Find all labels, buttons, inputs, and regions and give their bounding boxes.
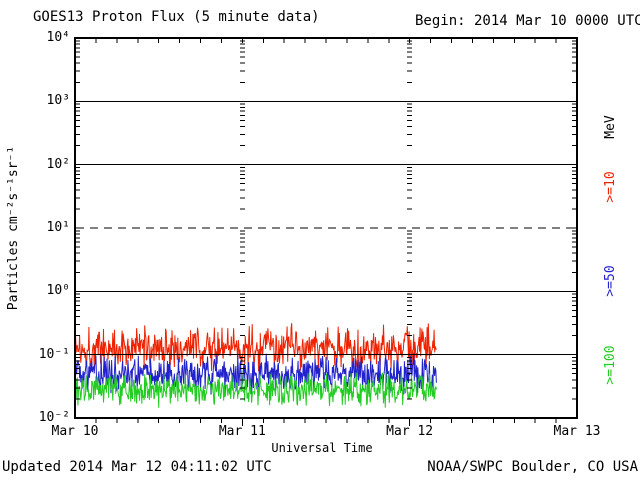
x-tick-label: Mar 13 bbox=[553, 424, 601, 439]
y-tick-label: 10¹ bbox=[46, 220, 70, 235]
page-title: GOES13 Proton Flux (5 minute data) bbox=[33, 9, 320, 25]
credit-label: NOAA/SWPC Boulder, CO USA bbox=[427, 459, 638, 475]
y-tick-label: 10⁻¹ bbox=[38, 346, 70, 362]
x-tick-label: Mar 12 bbox=[386, 424, 434, 439]
x-tick-label: Mar 11 bbox=[218, 424, 266, 439]
y-tick-label: 10² bbox=[46, 156, 70, 172]
y-tick-label: 10⁰ bbox=[46, 283, 70, 299]
y-tick-label: 10³ bbox=[46, 93, 70, 109]
x-tick-label: Mar 10 bbox=[51, 424, 99, 439]
y-tick-label: 10⁴ bbox=[46, 30, 70, 45]
legend-label-ge10-mev: >=10 bbox=[603, 171, 618, 203]
y-axis-label: Particles cm⁻²s⁻¹sr⁻¹ bbox=[6, 145, 21, 311]
legend-label-ge100-mev: >=100 bbox=[603, 345, 618, 385]
y-tick-label: 10⁻² bbox=[38, 410, 70, 425]
series-path-ge50 bbox=[74, 352, 437, 396]
plot-frame bbox=[74, 37, 578, 419]
x-axis-label: Universal Time bbox=[271, 441, 373, 455]
updated-timestamp: Updated 2014 Mar 12 04:11:02 UTC bbox=[2, 459, 272, 475]
legend-label-ge50-mev: >=50 bbox=[603, 265, 618, 297]
begin-timestamp-label: Begin: 2014 Mar 10 0000 UTC bbox=[415, 13, 640, 29]
series-path-ge10 bbox=[74, 323, 437, 372]
series-path-ge100 bbox=[74, 370, 437, 408]
